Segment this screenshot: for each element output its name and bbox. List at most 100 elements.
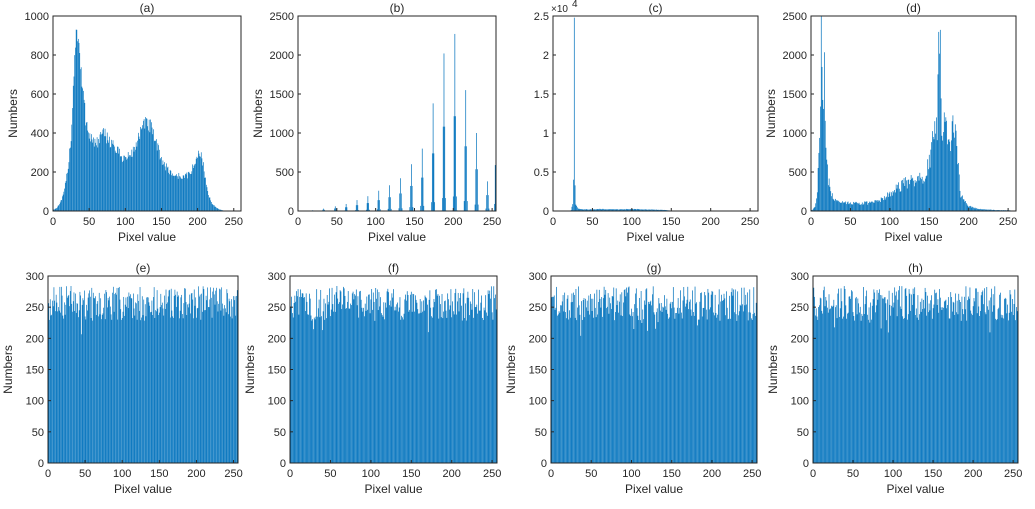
- histogram-bar: [461, 305, 462, 463]
- histogram-bar: [230, 316, 231, 463]
- histogram-bar: [104, 293, 105, 463]
- histogram-bar: [365, 310, 367, 463]
- histogram-bar: [959, 190, 961, 211]
- histogram-bar: [924, 287, 926, 463]
- histogram-bar: [486, 312, 487, 463]
- histogram-bar: [148, 302, 150, 463]
- histogram-bar: [104, 319, 106, 463]
- histogram-bar: [83, 300, 84, 463]
- histogram-bar: [638, 209, 640, 211]
- histogram-bar: [574, 317, 576, 463]
- histogram-bar: [651, 305, 652, 463]
- histogram-bar: [600, 307, 602, 463]
- y-tick-label: 300: [529, 271, 547, 283]
- histogram-bar: [159, 307, 161, 463]
- histogram-bar: [646, 288, 648, 463]
- histogram-bar: [170, 170, 172, 211]
- histogram-bar: [67, 296, 69, 463]
- histogram-bar: [452, 196, 454, 211]
- histogram-bar: [334, 208, 335, 211]
- histogram-bar: [812, 209, 813, 211]
- histogram-bar: [85, 122, 87, 211]
- histogram-bar: [196, 317, 197, 463]
- histogram-bars-g: [550, 286, 757, 463]
- histogram-bar: [411, 185, 413, 211]
- histogram-bar: [1000, 292, 1001, 463]
- histogram-bar: [652, 286, 654, 463]
- histogram-bar: [78, 310, 80, 463]
- histogram-bar: [708, 292, 710, 463]
- histogram-bar: [897, 184, 899, 211]
- histogram-bar: [179, 310, 181, 463]
- histogram-bar: [814, 206, 816, 211]
- histogram-bar: [346, 207, 348, 211]
- histogram-bar: [682, 300, 684, 463]
- histogram-bar: [138, 310, 140, 463]
- y-tick-label: 1000: [25, 11, 49, 23]
- histogram-bar: [187, 178, 188, 211]
- histogram-bar: [440, 304, 441, 463]
- histogram-bar: [355, 289, 357, 463]
- histogram-bar: [816, 198, 817, 211]
- histogram-bar: [130, 156, 132, 211]
- histogram-bar: [169, 169, 171, 211]
- histogram-bar: [469, 301, 471, 463]
- histogram-bar: [387, 208, 389, 211]
- histogram-bar: [930, 300, 932, 463]
- histogram-bar: [166, 303, 168, 463]
- histogram-bar: [701, 292, 702, 463]
- histogram-bar: [338, 303, 339, 463]
- histogram-bar: [933, 139, 935, 211]
- histogram-bar: [178, 295, 179, 463]
- histogram-bar: [393, 289, 394, 463]
- histogram-bar: [203, 289, 205, 463]
- histogram-bar: [596, 289, 598, 463]
- histogram-bar: [130, 297, 132, 463]
- histogram-bar: [93, 297, 95, 463]
- histogram-bar: [193, 318, 194, 463]
- histogram-bar: [604, 209, 606, 211]
- histogram-bar: [374, 320, 376, 463]
- histogram-bar: [106, 292, 107, 463]
- histogram-bar: [126, 306, 128, 463]
- y-tick-label: 100: [268, 396, 286, 408]
- histogram-bar: [571, 206, 573, 211]
- histogram-bar: [210, 200, 211, 211]
- histogram-bar: [1016, 307, 1017, 463]
- histogram-bar: [63, 318, 64, 463]
- histogram-bar: [323, 298, 325, 463]
- histogram-bar: [365, 209, 367, 211]
- histogram-bar: [681, 312, 682, 463]
- histogram-bar: [492, 319, 494, 463]
- y-tick-label: 1000: [783, 128, 807, 140]
- histogram-bar: [855, 296, 857, 463]
- histogram-bar: [893, 302, 895, 463]
- histogram-bar: [478, 289, 479, 463]
- histogram-bar: [672, 287, 674, 463]
- histogram-bar: [70, 141, 72, 211]
- histogram-bar: [695, 303, 697, 463]
- histogram-bar: [204, 310, 205, 463]
- y-tick-label: 150: [268, 365, 286, 377]
- histogram-bar: [883, 200, 884, 211]
- histogram-bar: [192, 299, 194, 463]
- histogram-bar: [494, 203, 495, 211]
- histogram-bar: [464, 318, 466, 463]
- histogram-bar: [972, 206, 973, 211]
- histogram-bar: [420, 312, 422, 463]
- histogram-bar: [87, 130, 89, 211]
- histogram-bar: [429, 290, 431, 463]
- histogram-bar: [879, 289, 880, 463]
- panel-title: (g): [647, 261, 662, 275]
- histogram-bar: [465, 303, 466, 463]
- histogram-bar: [620, 315, 622, 463]
- histogram-bar: [911, 294, 912, 463]
- histogram-bar: [423, 205, 425, 211]
- histogram-bar: [169, 174, 170, 211]
- histogram-bar: [882, 198, 884, 211]
- histogram-bar: [433, 298, 435, 463]
- histogram-bar: [80, 295, 81, 463]
- histogram-bar: [485, 208, 487, 211]
- histogram-bar: [53, 209, 55, 211]
- x-tick-label: 0: [287, 468, 293, 480]
